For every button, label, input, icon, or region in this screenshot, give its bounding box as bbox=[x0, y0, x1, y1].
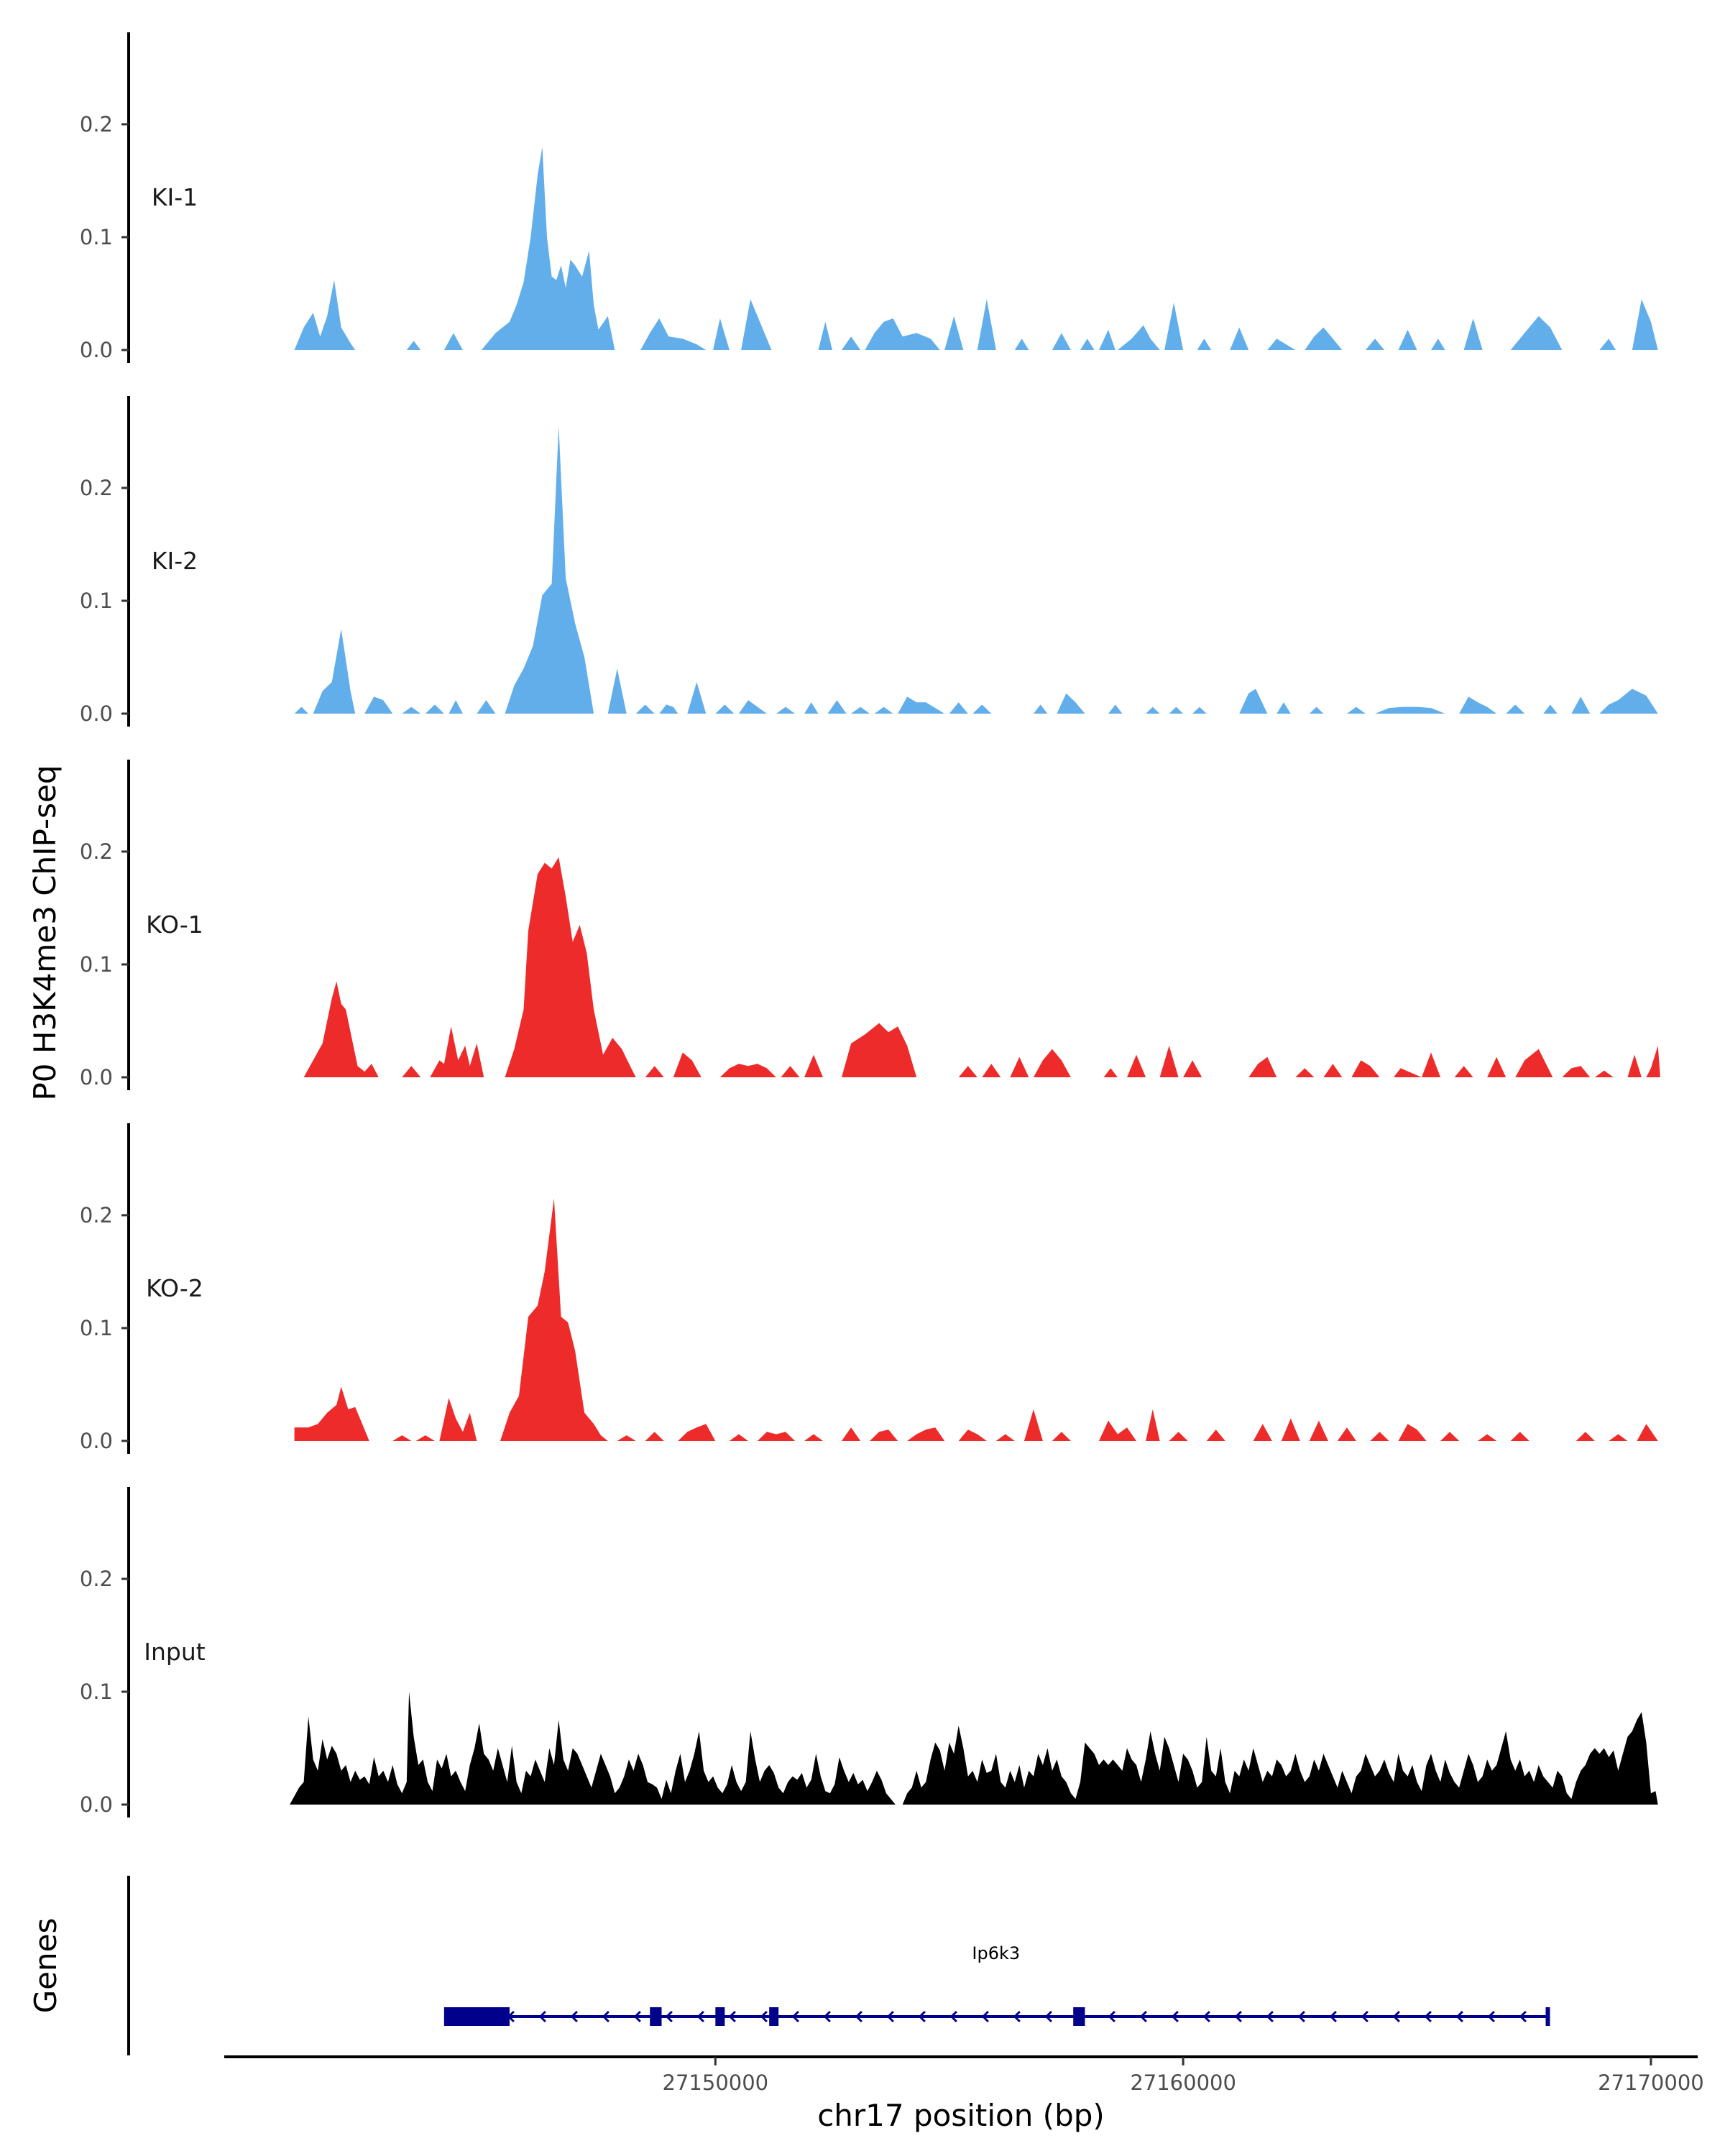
strand-arrow bbox=[1013, 2010, 1021, 2023]
signal-area-input bbox=[290, 1692, 1658, 1805]
y-tick-label: 0.0 bbox=[80, 1065, 113, 1089]
strand-arrow bbox=[886, 2010, 894, 2023]
y-tick-label: 0.1 bbox=[80, 1680, 113, 1704]
strand-arrow bbox=[918, 2010, 926, 2023]
track-label: KO-2 bbox=[146, 1274, 203, 1302]
y-tick-label: 0.0 bbox=[80, 338, 113, 362]
y-tick-label: 0.1 bbox=[80, 225, 113, 249]
strand-arrow bbox=[1455, 2010, 1463, 2023]
strand-arrow bbox=[538, 2010, 546, 2023]
gene-name-label: Ip6k3 bbox=[972, 1943, 1020, 1963]
gene-exon bbox=[443, 2007, 510, 2026]
strand-arrow bbox=[823, 2010, 831, 2023]
y-tick-label: 0.2 bbox=[80, 476, 113, 500]
genes-track: Genes Ip6k3 bbox=[28, 1876, 1550, 2055]
signal-area-ko-1 bbox=[303, 857, 1660, 1077]
x-tick-label: 27150000 bbox=[663, 2070, 769, 2095]
strand-arrow bbox=[633, 2010, 641, 2023]
track-label: KI-1 bbox=[152, 183, 198, 211]
x-axis-title: chr17 position (bp) bbox=[817, 2098, 1105, 2133]
strand-arrow bbox=[791, 2010, 799, 2023]
x-tick-label: 27160000 bbox=[1130, 2070, 1236, 2095]
track-label: KO-1 bbox=[146, 911, 203, 939]
y-tick-label: 0.2 bbox=[80, 1203, 113, 1227]
strand-arrow bbox=[1392, 2010, 1400, 2023]
gene-exon bbox=[715, 2007, 725, 2026]
strand-arrow bbox=[728, 2010, 736, 2023]
y-tick-label: 0.2 bbox=[80, 839, 113, 864]
strand-arrow bbox=[1044, 2010, 1052, 2023]
x-axis: 27150000 27160000 27170000 chr17 position … bbox=[224, 2055, 1704, 2133]
track-ko-1: 0.0 0.1 0.2 KO-1 bbox=[80, 760, 1660, 1090]
strand-arrow bbox=[570, 2010, 578, 2023]
y-tick-label: 0.0 bbox=[80, 1792, 113, 1817]
y-tick-label: 0.1 bbox=[80, 1316, 113, 1340]
strand-arrow bbox=[1361, 2010, 1368, 2023]
strand-arrow bbox=[1234, 2010, 1242, 2023]
y-tick-label: 0.1 bbox=[80, 589, 113, 613]
strand-arrow bbox=[949, 2010, 957, 2023]
y-axis-title: P0 H3K4me3 ChIP-seq bbox=[27, 765, 63, 1100]
strand-arrow bbox=[855, 2010, 862, 2023]
strand-arrow bbox=[1297, 2010, 1305, 2023]
strand-arrow bbox=[1139, 2010, 1147, 2023]
strand-arrow bbox=[696, 2010, 704, 2023]
track-ki-1: 0.0 0.1 0.2 KI-1 bbox=[80, 32, 1658, 363]
x-tick-label: 27170000 bbox=[1598, 2070, 1704, 2095]
strand-arrow bbox=[981, 2010, 989, 2023]
strand-arrow bbox=[665, 2010, 673, 2023]
strand-arrow bbox=[1108, 2010, 1116, 2023]
gene-exon bbox=[650, 2007, 662, 2026]
y-tick-label: 0.0 bbox=[80, 701, 113, 726]
gene-exon bbox=[769, 2007, 779, 2026]
y-tick-label: 0.2 bbox=[80, 112, 113, 137]
strand-arrow bbox=[1202, 2010, 1210, 2023]
y-tick-label: 0.2 bbox=[80, 1567, 113, 1591]
y-tick-label: 0.1 bbox=[80, 952, 113, 977]
track-ki-2: 0.0 0.1 0.2 KI-2 bbox=[80, 396, 1658, 727]
strand-arrow bbox=[1487, 2010, 1495, 2023]
x-axis-ticks: 27150000 27160000 27170000 bbox=[663, 2057, 1704, 2095]
track-label: Input bbox=[144, 1638, 206, 1666]
strand-arrow bbox=[602, 2010, 610, 2023]
strand-arrow bbox=[760, 2010, 768, 2023]
signal-tracks: 0.00.10.2KI-10.00.10.2KI-20.00.10.2KO-10… bbox=[80, 32, 1660, 1818]
strand-arrow bbox=[1519, 2010, 1527, 2023]
y-tick-label: 0.0 bbox=[80, 1429, 113, 1453]
track-input: 0.0 0.1 0.2 Input bbox=[80, 1487, 1658, 1818]
gene-model-ip6k3 bbox=[443, 2007, 1550, 2026]
strand-arrow bbox=[1266, 2010, 1274, 2023]
strand-arrow bbox=[1171, 2010, 1179, 2023]
gene-exon bbox=[1073, 2007, 1085, 2026]
track-ko-2: 0.0 0.1 0.2 KO-2 bbox=[80, 1123, 1658, 1454]
strand-arrow bbox=[1329, 2010, 1337, 2023]
genes-track-y-title: Genes bbox=[28, 1918, 63, 2014]
track-label: KI-2 bbox=[152, 547, 198, 575]
strand-arrow bbox=[1424, 2010, 1432, 2023]
